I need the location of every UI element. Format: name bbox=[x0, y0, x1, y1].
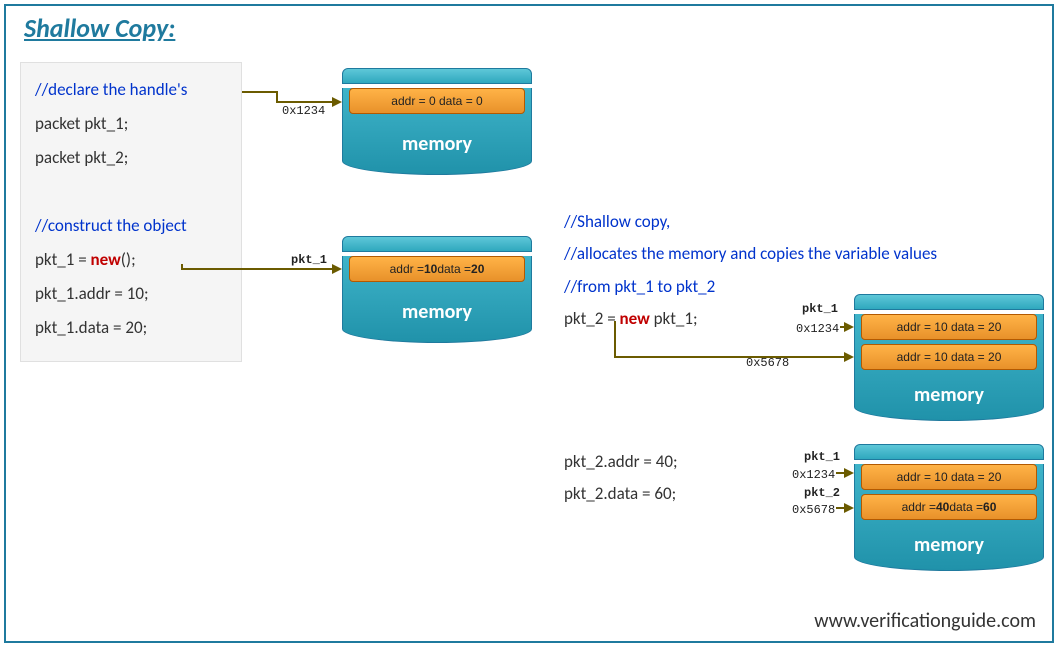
code-fragment: (); bbox=[121, 249, 136, 270]
memory-slot: addr = 10 data = 20 bbox=[349, 256, 525, 282]
page-title: Shallow Copy: bbox=[24, 12, 175, 44]
slot-text: data = bbox=[949, 500, 983, 514]
memory-slot: addr = 0 data = 0 bbox=[349, 88, 525, 114]
memory-box-3: addr = 10 data = 20 addr = 10 data = 20 … bbox=[854, 294, 1044, 421]
arrow-line bbox=[276, 101, 332, 103]
memory-top-bar bbox=[342, 236, 532, 252]
code-line: //allocates the memory and copies the va… bbox=[564, 243, 937, 264]
code-line: pkt_1.addr = 10; bbox=[35, 283, 149, 304]
code-keyword: new bbox=[91, 249, 121, 270]
memory-caption: memory bbox=[855, 374, 1043, 416]
handle-label: pkt_1 bbox=[804, 450, 840, 464]
slot-bold: 60 bbox=[983, 500, 996, 514]
address-label: 0x5678 bbox=[746, 356, 789, 370]
handle-label: pkt_1 bbox=[291, 253, 327, 267]
arrow-head-icon bbox=[844, 352, 854, 362]
memory-slot: addr = 10 data = 20 bbox=[861, 314, 1037, 340]
slot-text: data = bbox=[437, 262, 471, 276]
slot-bold: 40 bbox=[936, 500, 949, 514]
code-line: //from pkt_1 to pkt_2 bbox=[564, 276, 715, 297]
address-label: 0x5678 bbox=[792, 503, 835, 517]
memory-top-bar bbox=[854, 294, 1044, 310]
memory-slot: addr = 40 data = 60 bbox=[861, 494, 1037, 520]
slot-bold: 20 bbox=[471, 262, 484, 276]
code-keyword: new bbox=[620, 308, 650, 329]
memory-body: addr = 10 data = 20 addr = 40 data = 60 … bbox=[854, 464, 1044, 571]
address-label: 0x1234 bbox=[792, 468, 835, 482]
memory-box-1: addr = 0 data = 0 memory bbox=[342, 68, 532, 175]
code-fragment: pkt_1 = bbox=[35, 249, 91, 270]
memory-body: addr = 10 data = 20 memory bbox=[342, 256, 532, 343]
memory-body: addr = 10 data = 20 addr = 10 data = 20 … bbox=[854, 314, 1044, 421]
memory-box-2: addr = 10 data = 20 memory bbox=[342, 236, 532, 343]
memory-slot: addr = 10 data = 20 bbox=[861, 464, 1037, 490]
code-line: //Shallow copy, bbox=[564, 211, 670, 232]
slot-text: addr = bbox=[902, 500, 936, 514]
arrow-line bbox=[840, 326, 846, 328]
arrow-head-icon bbox=[332, 264, 342, 274]
code-line: //construct the object bbox=[35, 215, 187, 236]
memory-slot: addr = 10 data = 20 bbox=[861, 344, 1037, 370]
code-line: packet pkt_1; bbox=[35, 113, 128, 134]
arrow-line bbox=[836, 472, 846, 474]
code-block-3: pkt_2.addr = 40; pkt_2.data = 60; bbox=[564, 446, 678, 511]
arrow-line bbox=[614, 356, 844, 358]
address-label: 0x1234 bbox=[796, 322, 839, 336]
code-line: pkt_2.data = 60; bbox=[564, 483, 676, 504]
memory-caption: memory bbox=[855, 524, 1043, 566]
code-block-1: //declare the handle's packet pkt_1; pac… bbox=[20, 62, 242, 362]
diagram-frame: Shallow Copy: //declare the handle's pac… bbox=[4, 4, 1054, 643]
memory-top-bar bbox=[342, 68, 532, 84]
slot-text: addr = bbox=[390, 262, 424, 276]
slot-bold: 10 bbox=[424, 262, 437, 276]
arrow-head-icon bbox=[332, 97, 342, 107]
footer-link: www.verificationguide.com bbox=[814, 609, 1036, 633]
code-fragment: pkt_2 = bbox=[564, 308, 620, 329]
address-label: 0x1234 bbox=[282, 104, 325, 118]
memory-caption: memory bbox=[343, 118, 531, 170]
arrow-line bbox=[276, 91, 278, 101]
code-line: pkt_2.addr = 40; bbox=[564, 451, 678, 472]
arrow-line bbox=[242, 91, 278, 93]
handle-label: pkt_1 bbox=[802, 302, 838, 316]
code-fragment: pkt_1; bbox=[650, 308, 698, 329]
code-line: packet pkt_2; bbox=[35, 147, 128, 168]
memory-body: addr = 0 data = 0 memory bbox=[342, 88, 532, 175]
memory-top-bar bbox=[854, 444, 1044, 460]
arrow-line bbox=[614, 321, 616, 357]
handle-label: pkt_2 bbox=[804, 486, 840, 500]
code-line: pkt_1.data = 20; bbox=[35, 317, 147, 338]
arrow-line bbox=[836, 507, 846, 509]
memory-caption: memory bbox=[343, 286, 531, 338]
code-line: //declare the handle's bbox=[35, 79, 187, 100]
memory-box-4: addr = 10 data = 20 addr = 40 data = 60 … bbox=[854, 444, 1044, 571]
arrow-line bbox=[181, 268, 332, 270]
